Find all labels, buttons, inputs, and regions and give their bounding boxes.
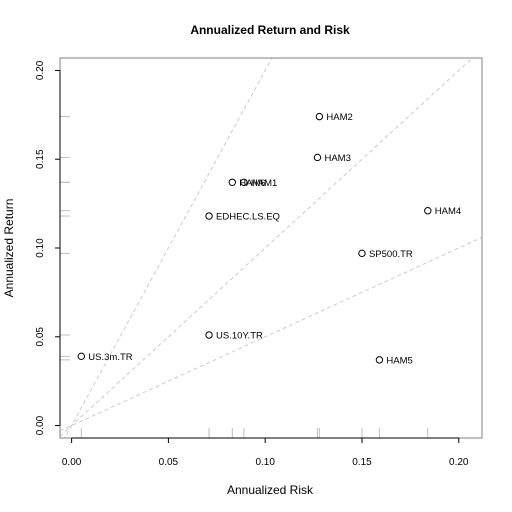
point-HAM3: [313, 153, 322, 162]
point-label-HAM2: HAM2: [326, 112, 352, 123]
reference-line-3: [64, 58, 273, 438]
point-EDHEC.LS.EQ: [205, 212, 213, 220]
x-tick-label: 0.10: [255, 457, 275, 468]
y-tick-label: 0.20: [35, 60, 46, 80]
point-label-US.3m.TR: US.3m.TR: [88, 352, 132, 363]
x-tick-label: 0.15: [352, 457, 372, 468]
point-US.3m.TR: [77, 352, 85, 361]
point-HAM2: [315, 112, 324, 121]
y-tick-label: 0.00: [35, 415, 46, 435]
point-label-HAM6: HAM6: [239, 178, 265, 189]
y-axis-label: Annualized Return: [2, 199, 16, 298]
data-points: HAM1 HAM2 HAM3 HAM4 HAM5 HAM6 EDHEC.LS.EQ SP500…: [77, 112, 461, 366]
y-axis: 0.00 0.05 0.10 0.15 0.20: [35, 60, 61, 435]
point-label-SP500.TR: SP500.TR: [369, 249, 413, 260]
y-tick-label: 0.10: [35, 238, 46, 258]
point-label-HAM5: HAM5: [386, 355, 412, 366]
reference-line-2: [60, 58, 474, 437]
point-label-EDHEC.LS.EQ: EDHEC.LS.EQ: [216, 212, 280, 223]
x-axis-label: Annualized Risk: [227, 483, 314, 497]
x-axis: 0.00 0.05 0.10 0.15 0.20: [62, 437, 469, 468]
point-HAM6: [228, 178, 236, 186]
point-label-US.10Y.TR: US.10Y.TR: [216, 331, 263, 342]
y-tick-label: 0.15: [35, 149, 46, 169]
point-label-HAM3: HAM3: [324, 153, 350, 164]
rug-marks: [60, 116, 429, 438]
point-HAM5: [375, 356, 384, 364]
y-tick-label: 0.05: [35, 327, 46, 347]
x-tick-label: 0.05: [159, 457, 179, 468]
reference-line-1: [60, 236, 482, 432]
reference-lines: [60, 58, 482, 438]
point-SP500.TR: [358, 249, 366, 258]
point-HAM1: [240, 178, 248, 186]
x-tick-label: 0.00: [62, 457, 82, 468]
point-label-HAM4: HAM4: [435, 206, 461, 217]
chart-title: Annualized Return and Risk: [190, 23, 350, 37]
point-HAM4: [424, 207, 432, 215]
plot-box: [59, 57, 483, 439]
point-label-HAM1: HAM1: [251, 178, 277, 189]
x-tick-label: 0.20: [449, 457, 469, 468]
point-US.10Y.TR: [205, 331, 213, 339]
